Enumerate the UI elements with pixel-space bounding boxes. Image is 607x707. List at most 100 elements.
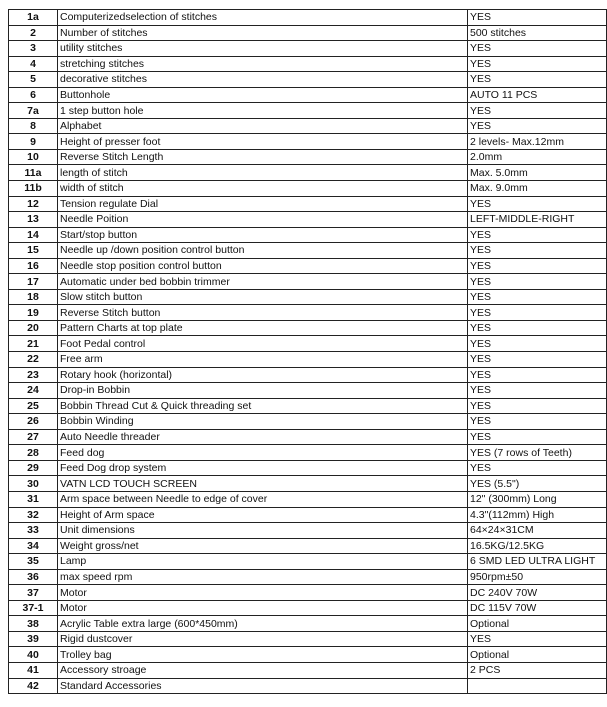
spec-row: 38 Acrylic Table extra large (600*450mm) O…: [8, 615, 607, 632]
spec-row: 34 Weight gross/net 16.5KG/12.5KG: [8, 537, 607, 555]
item-number: 13: [8, 211, 58, 228]
feature-name: Height of Arm space: [57, 506, 468, 524]
feature-value: YES: [467, 288, 607, 306]
feature-value: 2 PCS: [467, 661, 607, 679]
item-number: 9: [8, 133, 58, 150]
feature-name: 1 step button hole: [57, 102, 468, 119]
item-number: 26: [8, 413, 58, 430]
feature-name: Slow stitch button: [57, 288, 468, 306]
feature-value: 950rpm±50: [467, 568, 607, 586]
feature-name: Automatic under bed bobbin trimmer: [57, 273, 468, 290]
feature-value: LEFT-MIDDLE-RIGHT: [467, 211, 607, 228]
item-number: 11b: [8, 180, 58, 197]
spec-row: 22 Free arm YES: [8, 351, 607, 368]
feature-name: stretching stitches: [57, 55, 468, 73]
spec-row: 14 Start/stop button YES: [8, 226, 607, 244]
item-number: 4: [8, 55, 58, 73]
spec-row: 18 Slow stitch button YES: [8, 288, 607, 306]
item-number: 25: [8, 397, 58, 415]
item-number: 34: [8, 537, 58, 555]
feature-value: 500 stitches: [467, 24, 607, 42]
feature-name: Needle Poition: [57, 211, 468, 228]
feature-value: Optional: [467, 615, 607, 632]
feature-value: Optional: [467, 646, 607, 663]
feature-name: decorative stitches: [57, 71, 468, 88]
spec-row: 13 Needle Poition LEFT-MIDDLE-RIGHT: [8, 211, 607, 228]
feature-name: Feed dog: [57, 444, 468, 461]
feature-name: Reverse Stitch button: [57, 304, 468, 321]
feature-value: YES: [467, 630, 607, 648]
spec-row: 37-1 Motor DC 115V 70W: [8, 599, 607, 617]
spec-table: 1a Computerizedselection of stitches YES 2 N…: [8, 9, 607, 695]
spec-row: 12 Tension regulate Dial YES: [8, 195, 607, 213]
spec-row: 30 VATN LCD TOUCH SCREEN YES (5.5"): [8, 475, 607, 492]
spec-row: 29 Feed Dog drop system YES: [8, 459, 607, 477]
feature-value: YES: [467, 413, 607, 430]
feature-value: 4.3"(112mm) High: [467, 506, 607, 524]
feature-value: YES (5.5"): [467, 475, 607, 492]
feature-name: Buttonhole: [57, 86, 468, 104]
spec-row: 40 Trolley bag Optional: [8, 646, 607, 663]
spec-row: 19 Reverse Stitch button YES: [8, 304, 607, 321]
feature-name: Standard Accessories: [57, 677, 468, 695]
feature-value: YES: [467, 102, 607, 119]
feature-value: YES: [467, 351, 607, 368]
spec-row: 35 Lamp 6 SMD LED ULTRA LIGHT: [8, 553, 607, 570]
feature-value: 64×24×31CM: [467, 522, 607, 539]
item-number: 10: [8, 148, 58, 166]
feature-name: Acrylic Table extra large (600*450mm): [57, 615, 468, 632]
feature-name: Bobbin Winding: [57, 413, 468, 430]
feature-value: YES: [467, 195, 607, 213]
item-number: 8: [8, 117, 58, 135]
feature-name: Motor: [57, 584, 468, 601]
feature-name: Number of stitches: [57, 24, 468, 42]
feature-value: [467, 677, 607, 695]
feature-value: YES: [467, 428, 607, 446]
spec-row: 10 Reverse Stitch Length 2.0mm: [8, 148, 607, 166]
item-number: 1a: [8, 9, 58, 26]
feature-name: Pattern Charts at top plate: [57, 319, 468, 337]
feature-value: YES: [467, 459, 607, 477]
feature-value: YES (7 rows of Teeth): [467, 444, 607, 461]
item-number: 35: [8, 553, 58, 570]
item-number: 28: [8, 444, 58, 461]
item-number: 37-1: [8, 599, 58, 617]
feature-name: max speed rpm: [57, 568, 468, 586]
spec-row: 20 Pattern Charts at top plate YES: [8, 319, 607, 337]
item-number: 37: [8, 584, 58, 601]
feature-value: YES: [467, 335, 607, 353]
spec-row: 3 utility stitches YES: [8, 40, 607, 57]
item-number: 31: [8, 490, 58, 508]
feature-value: YES: [467, 273, 607, 290]
spec-row: 37 Motor DC 240V 70W: [8, 584, 607, 601]
feature-name: Weight gross/net: [57, 537, 468, 555]
item-number: 27: [8, 428, 58, 446]
spec-row: 2 Number of stitches 500 stitches: [8, 24, 607, 42]
item-number: 29: [8, 459, 58, 477]
item-number: 36: [8, 568, 58, 586]
feature-name: Tension regulate Dial: [57, 195, 468, 213]
item-number: 39: [8, 630, 58, 648]
spec-row: 42 Standard Accessories: [8, 677, 607, 695]
feature-name: Needle stop position control button: [57, 257, 468, 275]
item-number: 15: [8, 242, 58, 259]
feature-value: YES: [467, 226, 607, 244]
feature-name: Height of presser foot: [57, 133, 468, 150]
item-number: 33: [8, 522, 58, 539]
feature-name: Reverse Stitch Length: [57, 148, 468, 166]
spec-row: 11a length of stitch Max. 5.0mm: [8, 164, 607, 182]
feature-value: YES: [467, 319, 607, 337]
item-number: 42: [8, 677, 58, 695]
spec-row: 15 Needle up /down position control butto…: [8, 242, 607, 259]
feature-name: VATN LCD TOUCH SCREEN: [57, 475, 468, 492]
item-number: 32: [8, 506, 58, 524]
spec-row: 17 Automatic under bed bobbin trimmer YES: [8, 273, 607, 290]
item-number: 23: [8, 366, 58, 384]
feature-name: Alphabet: [57, 117, 468, 135]
item-number: 17: [8, 273, 58, 290]
feature-name: width of stitch: [57, 180, 468, 197]
item-number: 5: [8, 71, 58, 88]
feature-name: Rotary hook (horizontal): [57, 366, 468, 384]
item-number: 12: [8, 195, 58, 213]
spec-row: 33 Unit dimensions 64×24×31CM: [8, 522, 607, 539]
